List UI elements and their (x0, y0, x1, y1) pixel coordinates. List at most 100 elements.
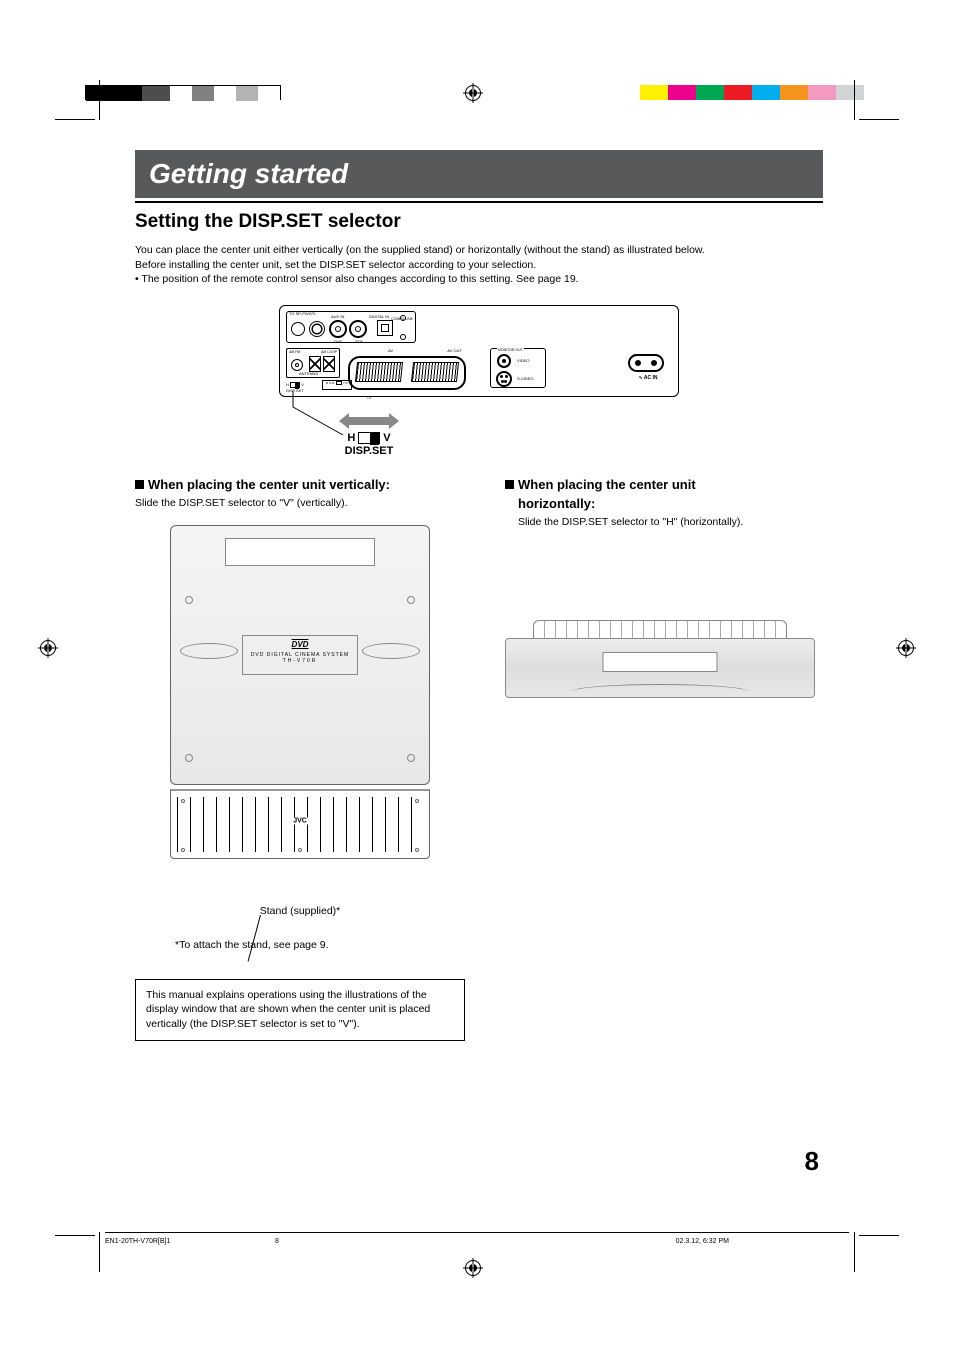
label-strip: · · · · · · · · · · · (506, 643, 814, 648)
rear-panel: TO SP-PW970 AUX IN DIGITAL IN DVD STB CO… (279, 305, 679, 397)
slot-center: DVD DVD DIGITAL CINEMA SYSTEM TH-V70R (242, 635, 358, 675)
scart-outer (348, 356, 466, 390)
intro-line: • The position of the remote control sen… (135, 272, 823, 287)
monitor-out-block: MONITOR OUT VIDEO S-VIDEO (490, 348, 546, 388)
print-strip-left (85, 85, 281, 100)
label: AM FM (289, 350, 300, 354)
display-window (225, 538, 375, 566)
stand-screw-icon (298, 848, 302, 852)
screw-icon (407, 754, 415, 762)
unit-body: · · · · · · · · · · · (505, 620, 815, 698)
page-number: 8 (805, 1146, 819, 1177)
slot-side (362, 643, 420, 659)
section-title: Setting the DISP.SET selector (135, 211, 823, 233)
subtext: Slide the DISP.SET selector to "H" (hori… (505, 515, 823, 530)
scart-connector-icon (355, 362, 403, 382)
crop-mark (859, 1235, 899, 1236)
rca-icon (329, 320, 347, 338)
screw-icon (185, 596, 193, 604)
coax-icon (291, 359, 303, 371)
label: AV (388, 348, 393, 353)
ac-connector-icon (628, 354, 664, 372)
column-vertical: When placing the center unit vertically:… (135, 477, 465, 1041)
intro-line: Before installing the center unit, set t… (135, 258, 823, 273)
antenna-block: AM FM AM LOOP ANTENNA (286, 348, 340, 378)
acin-block: ∿ AC IN (628, 354, 668, 381)
label: AUX IN (331, 314, 344, 319)
chapter-title: Getting started (135, 150, 823, 198)
svideo-icon (496, 371, 512, 387)
note-box: This manual explains operations using th… (135, 979, 465, 1041)
crop-mark (854, 1232, 855, 1272)
crop-mark (55, 1235, 95, 1236)
rear-panel-diagram: TO SP-PW970 AUX IN DIGITAL IN DVD STB CO… (279, 305, 679, 457)
terminal-icon (323, 356, 335, 372)
crop-mark (99, 1232, 100, 1272)
footer-timestamp: 02.3.12, 6:32 PM (676, 1238, 849, 1250)
stand-screw-icon (181, 799, 185, 803)
crop-mark (859, 119, 899, 120)
rca-icon (349, 320, 367, 338)
print-strip-right (640, 85, 864, 100)
jack-icon (400, 334, 406, 340)
label: DIGITAL IN (369, 314, 389, 319)
label: S-VIDEO (517, 376, 533, 381)
label: VIDEO (517, 358, 529, 363)
connector-icon (291, 322, 305, 336)
crop-mark (854, 80, 855, 120)
page-content: Getting started Setting the DISP.SET sel… (135, 150, 823, 1041)
stand: JVC (170, 789, 430, 859)
h-label: H (347, 432, 355, 444)
subtext: Slide the DISP.SET selector to "V" (vert… (135, 496, 465, 511)
stand-screw-icon (415, 848, 419, 852)
dispset-label: DISP.SET (329, 445, 409, 457)
screw-icon (407, 596, 415, 604)
rule (135, 201, 823, 203)
column-horizontal: When placing the center unit horizontall… (505, 477, 823, 1041)
connector-icon (309, 321, 325, 337)
label: T.V (366, 396, 371, 400)
slot-side (180, 643, 238, 659)
label: DVD (334, 339, 342, 344)
intro-text: You can place the center unit either ver… (135, 243, 823, 287)
square-bullet-icon (135, 480, 144, 489)
crop-mark (55, 119, 95, 120)
footer-page: 8 (275, 1238, 495, 1250)
footer-filename: EN1-20TH-V70R[B]1 (105, 1238, 275, 1250)
unit-body: DVD DVD DIGITAL CINEMA SYSTEM TH-V70R (170, 525, 430, 785)
screw-icon (185, 754, 193, 762)
dvd-logo: DVD (243, 640, 357, 649)
stand-screw-icon (415, 799, 419, 803)
model-number: TH-V70R (243, 658, 357, 664)
label: AM LOOP (321, 350, 337, 354)
stand-screw-icon (181, 848, 185, 852)
display-window (603, 652, 718, 672)
subheading: When placing the center unit (505, 477, 823, 492)
registration-mark-bottom (465, 1260, 481, 1276)
aux-digital-block: TO SP-PW970 AUX IN DIGITAL IN DVD STB CO… (286, 311, 416, 343)
stand-note: *To attach the stand, see page 9. (135, 939, 465, 951)
square-bullet-icon (505, 480, 514, 489)
dispset-callout: H V DISP.SET (329, 417, 409, 457)
crop-mark (99, 80, 100, 120)
registration-mark-top (465, 85, 481, 101)
optical-icon (377, 320, 393, 336)
switch-icon (358, 432, 380, 444)
label: TO SP-PW970 (289, 311, 315, 316)
scart-connector-icon (411, 362, 459, 382)
vertical-unit-diagram: DVD DVD DIGITAL CINEMA SYSTEM TH-V70R JV… (170, 525, 430, 917)
jvc-logo: JVC (291, 817, 309, 824)
label: AV OUT (447, 348, 462, 353)
footer: EN1-20TH-V70R[B]1 8 02.3.12, 6:32 PM (105, 1232, 849, 1250)
intro-line: You can place the center unit either ver… (135, 243, 823, 258)
terminal-icon (309, 356, 321, 372)
label: MONITOR OUT (497, 348, 524, 352)
label: ∿ AC IN (628, 375, 668, 381)
v-label: V (383, 432, 390, 444)
horizontal-unit-diagram: · · · · · · · · · · · (505, 620, 815, 698)
label: ANTENNA (299, 371, 318, 376)
columns: When placing the center unit vertically:… (135, 477, 823, 1041)
unit-top (533, 620, 787, 638)
label: STB (355, 339, 363, 344)
disc-slot: DVD DVD DIGITAL CINEMA SYSTEM TH-V70R (180, 635, 420, 675)
